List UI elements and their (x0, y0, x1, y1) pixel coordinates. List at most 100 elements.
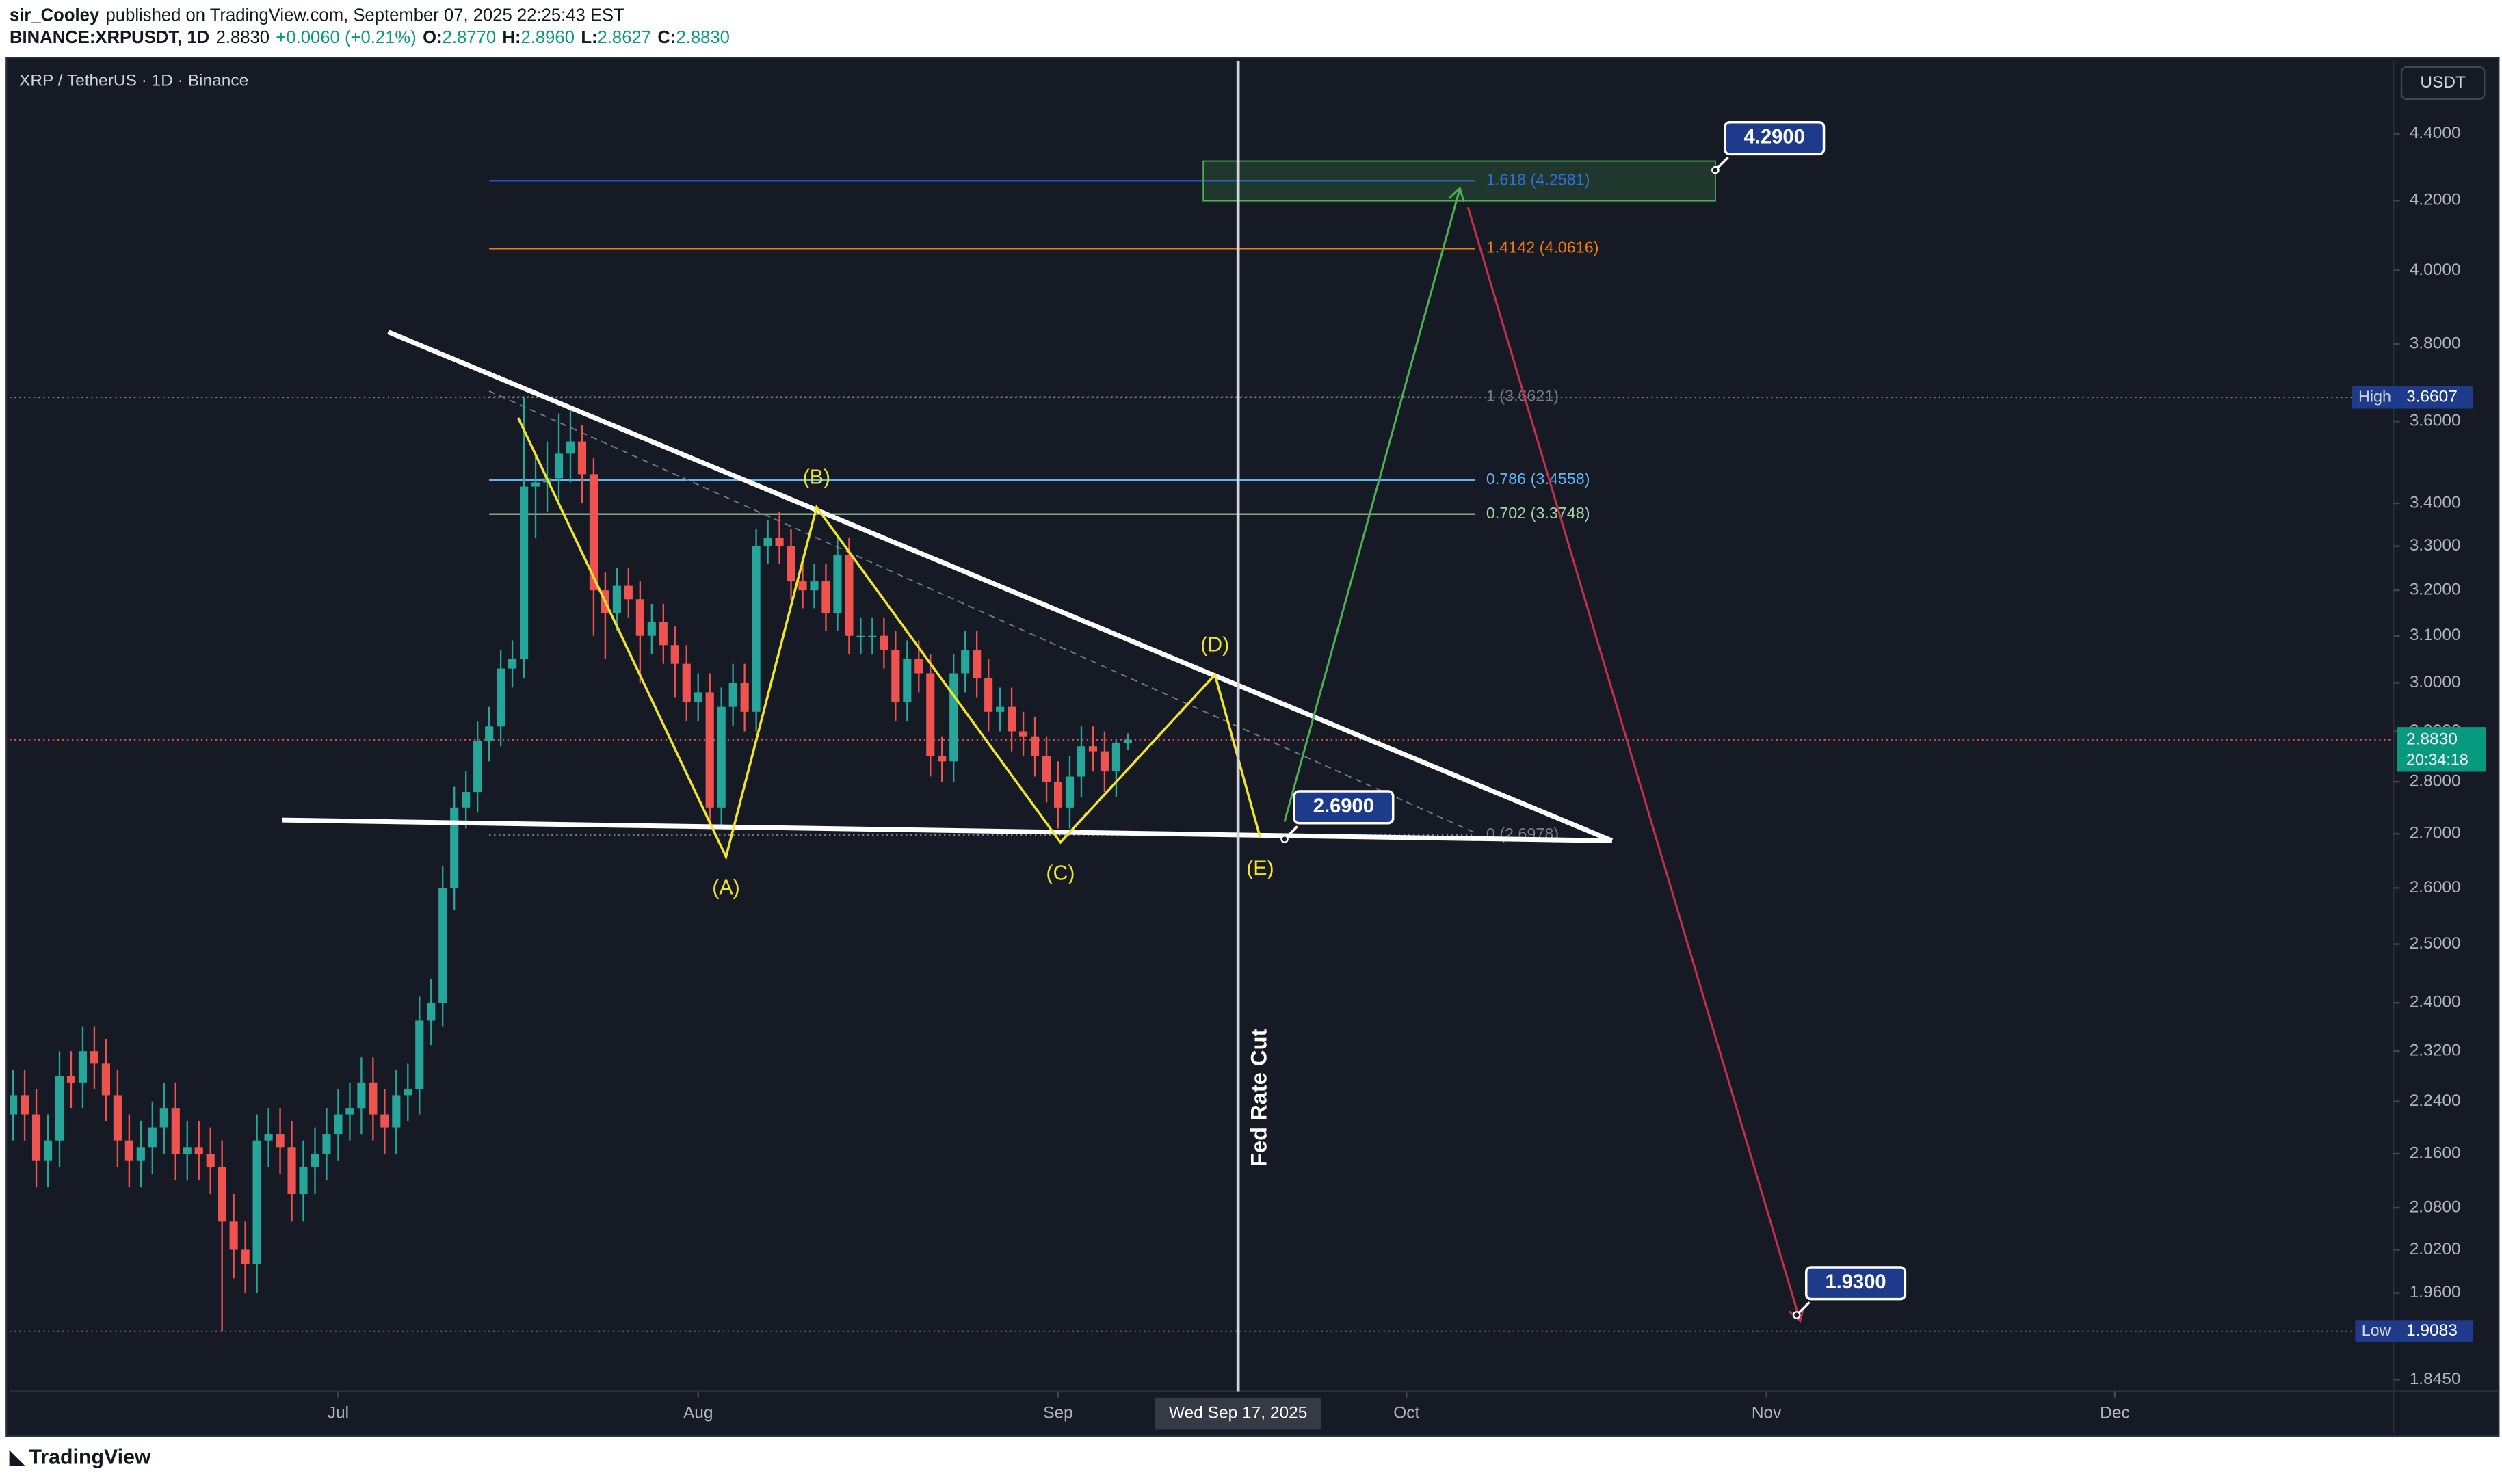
y-tick-label: 4.2000 (2410, 191, 2461, 209)
y-tick-label: 3.6000 (2410, 412, 2461, 430)
price-label-box (1804, 1266, 1907, 1301)
change: +0.0060 (+0.21%) (276, 28, 416, 47)
candle-body (938, 756, 947, 762)
candle-body (961, 650, 970, 674)
candle-body (647, 622, 656, 636)
forecast-arrow (1283, 188, 1460, 822)
candle-body (78, 1051, 88, 1083)
currency: USDT (2420, 73, 2466, 92)
price-label: 2.6900 (1313, 795, 1374, 817)
ohlc-key: O: (423, 28, 443, 47)
candle-body (473, 741, 482, 793)
wave-label: (A) (712, 877, 739, 899)
candle-body (1065, 776, 1075, 808)
candle-body (345, 1108, 354, 1115)
candle-body (90, 1051, 98, 1064)
y-tick-label: 2.4000 (2410, 993, 2461, 1011)
y-tick-label: 2.7000 (2410, 824, 2461, 843)
date-marker-box (1155, 1397, 1321, 1430)
candle-body (694, 692, 702, 702)
candle-body (1100, 751, 1109, 772)
candle-body (369, 1082, 378, 1115)
candle-body (554, 453, 564, 479)
candle-body (43, 1140, 53, 1161)
candle-body (903, 659, 912, 702)
y-tick-label: 3.3000 (2410, 536, 2461, 555)
axis-tag-label: Low (2362, 1321, 2391, 1339)
date-marker: Wed Sep 17, 2025 (1169, 1404, 1307, 1422)
currency-box (2400, 66, 2486, 101)
candle-body (392, 1095, 401, 1128)
candle-body (984, 678, 993, 712)
wave-label: (D) (1200, 634, 1229, 657)
candle-body (31, 1114, 41, 1161)
candle-body (787, 546, 795, 582)
publish-line: sir_Cooley published on TradingView.com, … (10, 5, 624, 25)
y-tick-label: 2.0800 (2410, 1198, 2461, 1217)
candle-body (682, 663, 691, 702)
forecast-arrow (1466, 207, 1800, 1321)
last-price: 2.8830 (216, 28, 269, 47)
candle-body (1088, 746, 1098, 752)
fib-label: 0.702 (3.3748) (1486, 504, 1590, 522)
candle-body (589, 474, 598, 591)
candle-body (845, 555, 854, 636)
wave-label: (B) (803, 466, 830, 489)
axis-tag-value: 3.6607 (2406, 388, 2458, 406)
brand: TradingView (29, 1446, 151, 1468)
candle-body (206, 1153, 215, 1167)
wave-line (517, 417, 1262, 861)
ohlc-key: H: (502, 28, 521, 47)
symbol: BINANCE:XRPUSDT, 1D (10, 28, 209, 47)
price-label-anchor (1280, 835, 1289, 843)
candle-body (55, 1076, 64, 1141)
candle-body (1030, 736, 1040, 756)
price-label: 1.9300 (1825, 1271, 1886, 1293)
candle-body (462, 792, 471, 808)
fib-label: 0.786 (3.4558) (1486, 470, 1590, 488)
trendline (282, 817, 1612, 843)
candle-body (21, 1095, 29, 1115)
candle-body (728, 683, 737, 707)
candle-body (322, 1134, 331, 1154)
chart-title: XRP / TetherUS · 1D · Binance (19, 72, 248, 90)
candle-body (171, 1108, 180, 1154)
y-tick-label: 3.2000 (2410, 581, 2461, 599)
candle-body (1019, 731, 1028, 737)
trendline (387, 330, 1614, 843)
wave-label: (E) (1246, 857, 1274, 879)
candle-body (276, 1134, 285, 1148)
axis-tag-box (2355, 1320, 2474, 1343)
candle-body (1077, 746, 1086, 777)
candle-body (194, 1147, 203, 1154)
candle-body (508, 659, 517, 669)
candle-body (229, 1221, 238, 1250)
x-tick-label: Nov (1752, 1404, 1782, 1422)
candle-body (914, 659, 923, 674)
candle-body (996, 706, 1005, 712)
candle-body (357, 1082, 366, 1109)
candle-body (520, 486, 529, 659)
x-tick-label: Oct (1393, 1404, 1419, 1422)
candle-body (973, 650, 982, 678)
candle-body (9, 1095, 18, 1115)
y-tick-label: 2.1600 (2410, 1143, 2461, 1162)
fib-label: 1.618 (4.2581) (1486, 171, 1590, 189)
candle-body (218, 1167, 226, 1222)
candle-body (415, 1020, 424, 1089)
candle-body (299, 1167, 308, 1195)
price-label-box (1724, 120, 1826, 156)
x-tick-label: Jul (328, 1404, 349, 1422)
fib-label: 1.4142 (4.0616) (1486, 239, 1599, 256)
y-tick-label: 3.1000 (2410, 626, 2461, 644)
candle-body (124, 1140, 133, 1161)
plot-area: 1.618 (4.2581)1.4142 (4.0616)1 (3.6621)0… (9, 60, 2394, 1392)
ohlc-value: 2.8770 (443, 28, 496, 47)
candle-body (241, 1249, 250, 1264)
candle-body (183, 1147, 192, 1154)
ohlc-key: L: (581, 28, 597, 47)
candle-body (880, 635, 888, 650)
y-tick-label: 2.8000 (2410, 772, 2461, 791)
candle-body (856, 635, 865, 638)
